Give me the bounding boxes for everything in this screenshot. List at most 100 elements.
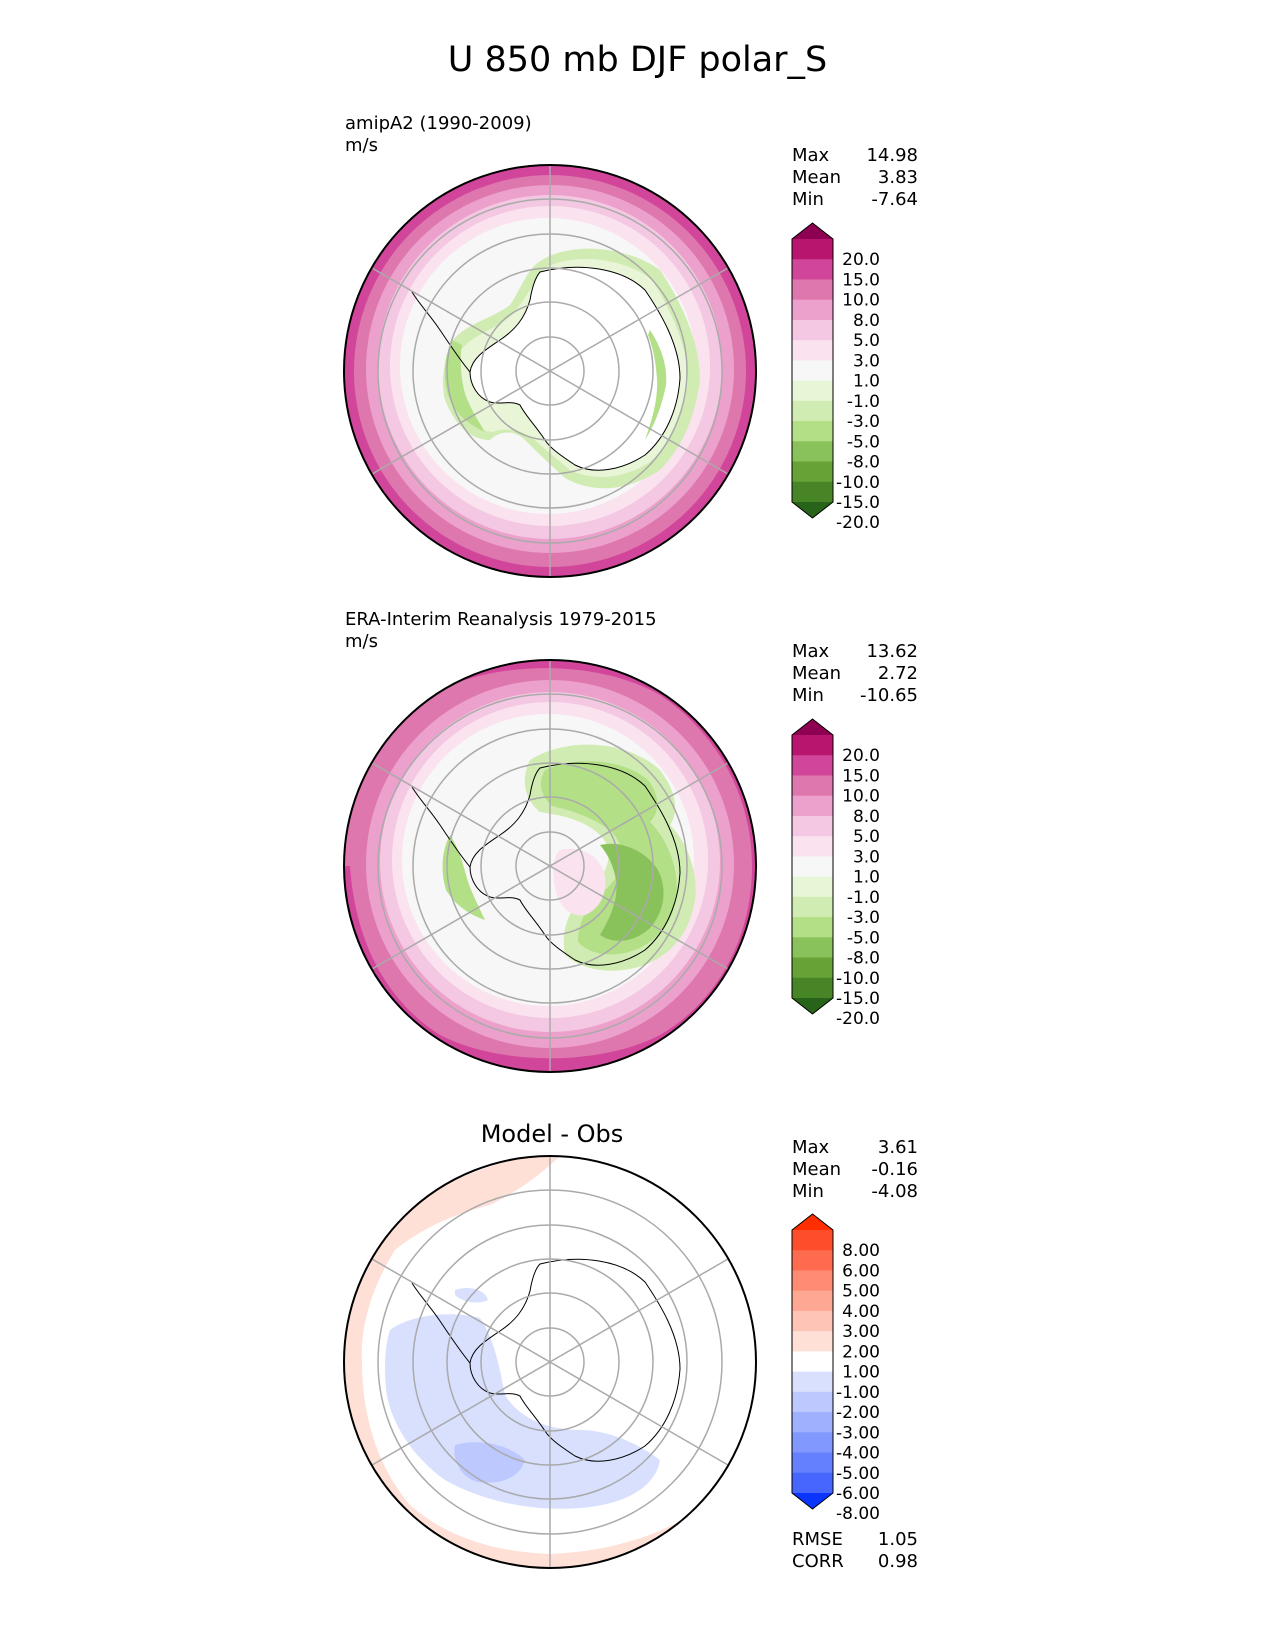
colorbar-swatch [792,815,833,837]
panel-1-title-line-1: amipA2 (1990-2009) [345,113,532,134]
colorbar-tick-label: -4.00 [836,1444,880,1464]
colorbar-swatch [792,400,833,422]
colorbar-swatch [792,299,833,321]
colorbar-swatch [792,360,833,382]
colorbar-tick-label: 2.00 [842,1342,880,1362]
colorbar-tick-label: -8.0 [847,453,880,473]
colorbar-tick-label: 15.0 [842,270,880,290]
colorbar-swatch [792,856,833,878]
stat-label: Max [792,145,830,166]
colorbar-swatch [792,795,833,817]
colorbar-swatch [792,239,833,260]
colorbar-extend-bottom [792,502,833,518]
stat-mean: Mean -0.16 [792,1159,918,1181]
colorbar-tick-label: -15.0 [836,493,880,513]
colorbar-swatch [792,1412,833,1433]
colorbar-tick-label: 4.00 [842,1302,880,1322]
panel-2-map-border [343,659,757,1073]
stat-corr: CORR 0.98 [792,1551,918,1573]
colorbar-swatch [792,481,833,503]
colorbar-swatch [792,380,833,402]
colorbar-swatch [792,1472,833,1494]
stat-min: Min -10.65 [792,685,918,707]
colorbar-swatch [792,1250,833,1271]
colorbar-tick-label: 20.0 [842,250,880,270]
panel-3-map-border [343,1155,757,1569]
colorbar-tick-label: 6.00 [842,1261,880,1281]
panel-2-colorbar: 20.015.010.08.05.03.01.0-1.0-3.0-5.0-8.0… [791,718,880,1029]
stat-label: Min [792,1181,824,1202]
colorbar-outline [791,718,834,1015]
panel-3-title: Model - Obs [480,1120,624,1148]
stat-value: -4.08 [871,1181,918,1202]
panel-2-units: m/s [345,631,378,652]
colorbar-tick-label: 10.0 [842,291,880,311]
stat-label: RMSE [792,1529,843,1550]
colorbar-swatch [792,441,833,463]
colorbar-swatch [792,1310,833,1332]
stat-mean: Mean 2.72 [792,663,918,685]
colorbar-tick-label: 1.0 [853,868,880,888]
colorbar-swatch [792,957,833,979]
colorbar-tick-label: -5.0 [847,928,880,948]
colorbar-extend-top [792,1214,833,1230]
colorbar-swatch [792,836,833,857]
panel-3-colorbar: 8.006.005.004.003.002.001.00-1.00-2.00-3… [791,1213,880,1524]
panel-1-colorbar: 20.015.010.08.05.03.01.0-1.0-3.0-5.0-8.0… [791,222,880,533]
colorbar-tick-label: -15.0 [836,989,880,1009]
colorbar-tick-label: 3.0 [853,847,880,867]
colorbar-swatch [792,259,833,280]
colorbar-tick-label: 8.00 [842,1241,880,1261]
colorbar-tick-label: 3.00 [842,1322,880,1342]
colorbar-swatch [792,735,833,756]
colorbar-extend-bottom [792,998,833,1014]
colorbar-tick-label: 1.0 [853,372,880,392]
colorbar-swatch [792,1371,833,1393]
colorbar-swatch [792,461,833,483]
colorbar-tick-label: -1.0 [847,392,880,412]
colorbar-tick-label: -20.0 [836,513,880,533]
stat-min: Min -4.08 [792,1181,918,1203]
panel-1-map [344,165,756,577]
colorbar-tick-label: 8.0 [853,807,880,827]
stat-label: Max [792,1137,830,1158]
panel-3-map [344,1156,756,1568]
stat-label: Min [792,685,824,706]
panel-2-stats: Max 13.62 Mean 2.72 Min -10.65 [792,641,918,707]
colorbar-tick-label: -10.0 [836,969,880,989]
stat-value: -10.65 [859,685,918,706]
colorbar-tick-label: -5.00 [836,1464,880,1484]
stat-label: Max [792,641,830,662]
colorbar-outline [791,1213,834,1510]
stat-value: -7.64 [871,189,918,210]
colorbar-tick-label: -8.0 [847,949,880,969]
stat-max: Max 14.98 [792,145,918,167]
panel-2-title: ERA-Interim Reanalysis 1979-2015 m/s [345,609,657,653]
colorbar-swatch [792,977,833,999]
colorbar-swatch [792,775,833,797]
stat-value: 0.98 [877,1551,918,1572]
colorbar-swatch [792,1452,833,1474]
panel-3-footer-stats: RMSE 1.05 CORR 0.98 [792,1529,918,1573]
colorbar-swatch [792,1391,833,1413]
colorbar-tick-label: -10.0 [836,473,880,493]
stat-min: Min -7.64 [792,189,918,211]
stat-value: -0.16 [871,1159,918,1180]
stat-label: Mean [792,167,842,188]
colorbar-tick-label: -2.00 [836,1403,880,1423]
colorbar-tick-label: 5.0 [853,827,880,847]
colorbar-swatch [792,1351,833,1373]
panel-1-stats: Max 14.98 Mean 3.83 Min -7.64 [792,145,918,211]
panel-2-map [344,660,756,1072]
colorbar-tick-label: -8.00 [836,1504,880,1524]
stat-label: Min [792,189,824,210]
colorbar-swatch [792,1230,833,1251]
colorbar-swatch [792,937,833,959]
colorbar-swatch [792,1290,833,1312]
stat-value: 2.72 [877,663,918,684]
colorbar-swatch [792,421,833,442]
colorbar-swatch [792,896,833,918]
colorbar-swatch [792,876,833,898]
panel-2-title-line-1: ERA-Interim Reanalysis 1979-2015 [345,609,657,630]
